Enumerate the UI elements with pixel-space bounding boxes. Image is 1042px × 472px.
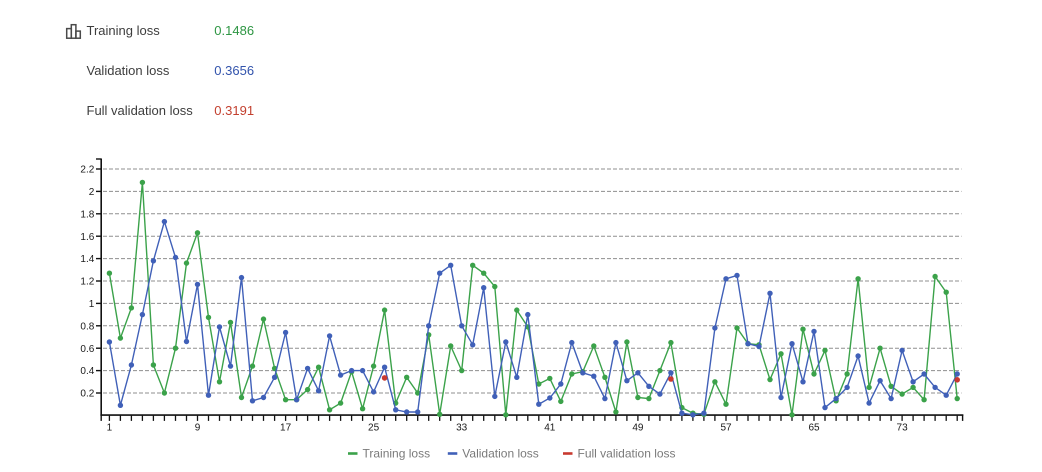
svg-text:1.8: 1.8 [80, 209, 94, 220]
svg-text:17: 17 [280, 422, 292, 433]
svg-text:2: 2 [89, 187, 95, 198]
svg-text:25: 25 [368, 422, 380, 433]
svg-text:Validation loss: Validation loss [462, 447, 539, 461]
svg-text:1: 1 [107, 422, 113, 433]
svg-text:0.6: 0.6 [80, 344, 94, 355]
svg-text:Training loss: Training loss [363, 447, 431, 461]
svg-text:73: 73 [897, 422, 909, 433]
svg-text:0.8: 0.8 [80, 321, 94, 332]
svg-text:1.4: 1.4 [80, 254, 94, 265]
svg-text:1: 1 [89, 299, 95, 310]
svg-text:0.2: 0.2 [80, 389, 94, 400]
svg-text:41: 41 [544, 422, 556, 433]
svg-text:33: 33 [456, 422, 468, 433]
svg-text:49: 49 [632, 422, 644, 433]
svg-text:2.2: 2.2 [80, 165, 94, 176]
svg-text:9: 9 [195, 422, 201, 433]
svg-text:57: 57 [720, 422, 732, 433]
svg-text:Full validation loss: Full validation loss [578, 447, 676, 461]
svg-text:1.2: 1.2 [80, 277, 94, 288]
svg-text:65: 65 [808, 422, 820, 433]
svg-text:0.4: 0.4 [80, 366, 94, 377]
svg-text:1.6: 1.6 [80, 232, 94, 243]
